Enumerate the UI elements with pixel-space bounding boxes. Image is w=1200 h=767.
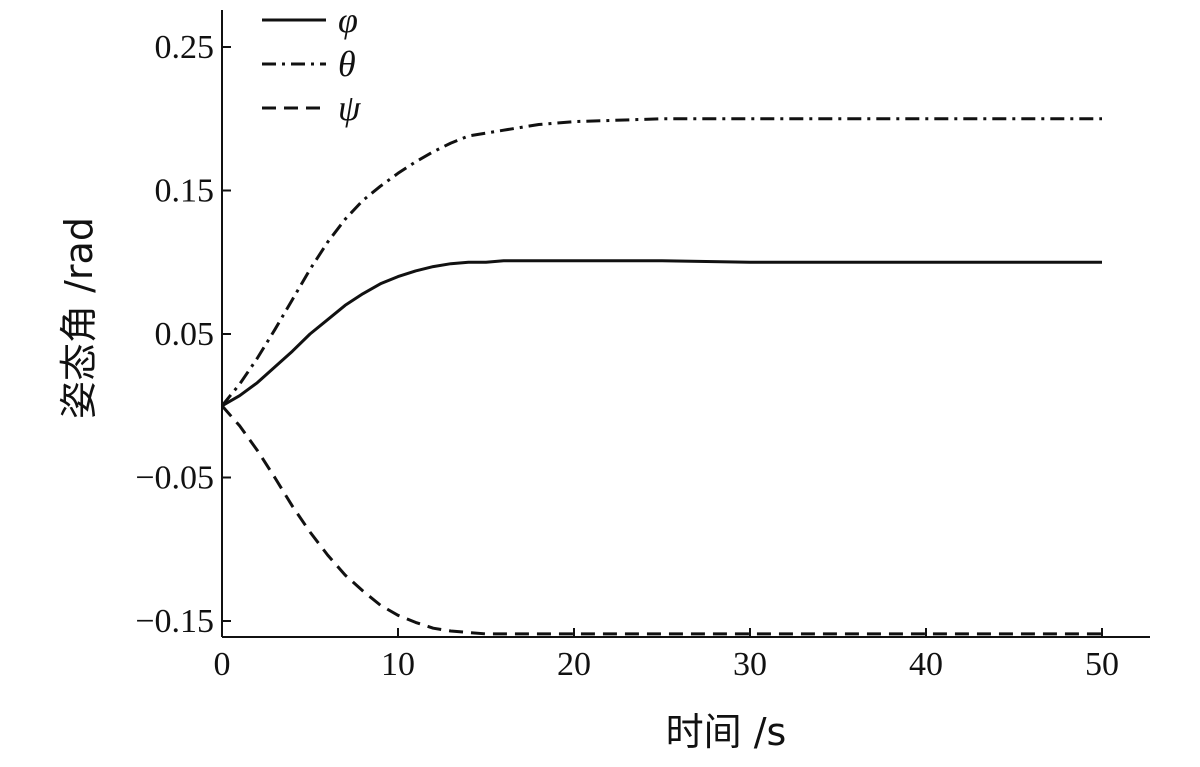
x-tick-label: 10 (381, 646, 415, 683)
x-tick-label: 30 (733, 646, 767, 683)
legend-label-2: θ (338, 44, 356, 84)
y-axis-title: 姿态角 /rad (57, 217, 101, 419)
x-tick-label: 50 (1085, 646, 1119, 683)
legend: φθψ (262, 0, 361, 128)
legend-label-3: ψ (338, 88, 361, 128)
y-tick-label: 0.25 (155, 29, 215, 66)
x-tick-label: 0 (214, 646, 231, 683)
legend-label-1: φ (338, 0, 358, 40)
axes: 0.25 0.15 0.05 −0.05 −0.150 10 20 30 40 50 (135, 10, 1150, 683)
series-layer (220, 117, 1102, 636)
y-tick-label: −0.05 (135, 460, 214, 497)
y-tick-label: 0.05 (155, 316, 215, 353)
series-line-3 (220, 404, 1102, 636)
x-axis-title: 时间 /s (666, 710, 787, 754)
x-tick-label: 20 (557, 646, 591, 683)
x-tick-label: 40 (909, 646, 943, 683)
series-line-2 (220, 117, 1102, 407)
series-line-1 (221, 259, 1102, 408)
y-tick-label: −0.15 (135, 603, 214, 640)
y-tick-label: 0.15 (155, 173, 215, 210)
